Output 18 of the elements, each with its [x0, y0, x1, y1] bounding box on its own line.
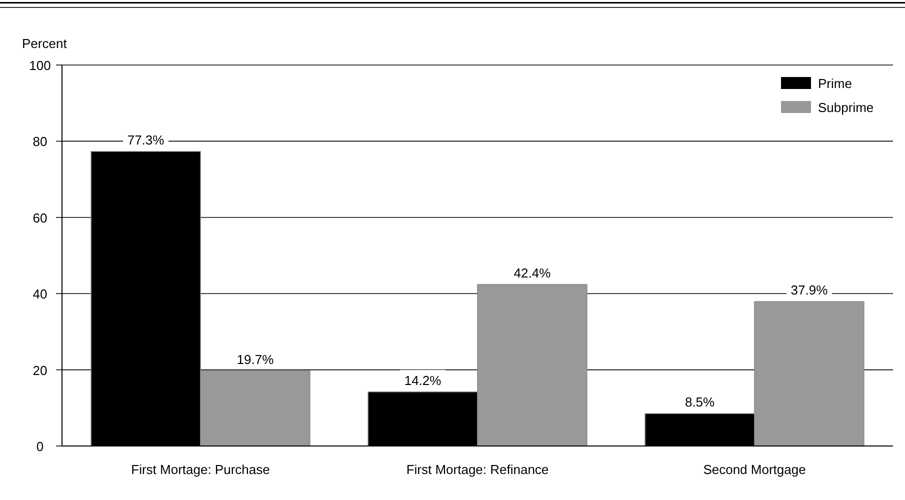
x-tick-label: First Mortage: Refinance [406, 462, 549, 477]
x-tick-label: Second Mortgage [703, 462, 806, 477]
y-tick-label: 100 [29, 58, 51, 73]
data-label: 77.3% [127, 132, 165, 148]
y-tick-label: 60 [32, 210, 48, 226]
y-tick-label: 80 [32, 134, 48, 150]
legend-label: Prime [818, 76, 852, 91]
y-axis-title: Percent [22, 36, 68, 51]
data-label: 42.4% [514, 265, 552, 280]
y-tick-label: 0 [36, 439, 44, 454]
data-label: 37.9% [790, 282, 828, 298]
legend-label: Subprime [818, 100, 874, 115]
y-tick-label: 20 [32, 362, 48, 378]
data-label: 14.2% [404, 372, 442, 388]
y-tick-label: 40 [32, 286, 48, 302]
x-tick-label: First Mortage: Purchase [131, 462, 270, 477]
data-label: 19.7% [236, 352, 274, 367]
data-label: 8.5% [684, 394, 716, 410]
